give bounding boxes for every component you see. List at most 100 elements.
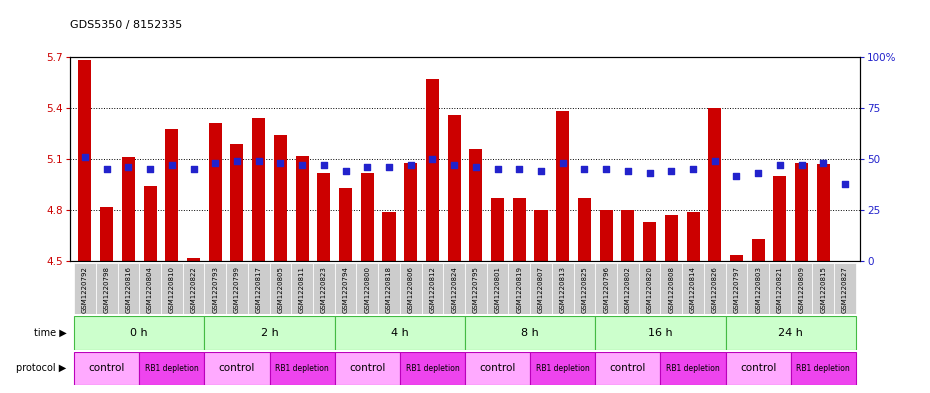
Point — [577, 166, 591, 173]
Text: GSM1220795: GSM1220795 — [472, 266, 479, 313]
Text: GSM1220824: GSM1220824 — [451, 266, 458, 312]
Bar — [339, 188, 352, 261]
Text: control: control — [88, 364, 125, 373]
Text: 4 h: 4 h — [391, 328, 408, 338]
Bar — [140, 263, 161, 314]
Bar — [639, 263, 660, 314]
Point — [642, 170, 657, 176]
Text: control: control — [479, 364, 516, 373]
Bar — [535, 210, 548, 261]
Bar — [291, 263, 313, 314]
Text: RB1 depletion: RB1 depletion — [536, 364, 590, 373]
Point — [121, 164, 136, 171]
Text: GSM1220809: GSM1220809 — [799, 266, 804, 313]
Point — [490, 166, 505, 173]
Point — [100, 166, 114, 173]
Text: GSM1220798: GSM1220798 — [103, 266, 110, 313]
Bar — [725, 316, 856, 350]
Bar — [447, 115, 460, 261]
Text: 16 h: 16 h — [648, 328, 672, 338]
Text: 24 h: 24 h — [778, 328, 804, 338]
Bar — [595, 316, 725, 350]
Bar — [465, 263, 486, 314]
Text: GSM1220811: GSM1220811 — [299, 266, 305, 313]
Bar — [400, 263, 421, 314]
Text: GSM1220815: GSM1220815 — [820, 266, 827, 313]
Text: GSM1220818: GSM1220818 — [386, 266, 392, 313]
Bar — [205, 316, 335, 350]
Bar — [574, 263, 595, 314]
Point — [316, 162, 331, 169]
Text: RB1 depletion: RB1 depletion — [796, 364, 850, 373]
Text: GSM1220825: GSM1220825 — [581, 266, 588, 312]
Text: GSM1220821: GSM1220821 — [777, 266, 783, 313]
Bar — [512, 198, 525, 261]
Bar — [426, 79, 439, 261]
Text: GSM1220810: GSM1220810 — [169, 266, 175, 313]
Bar — [556, 112, 569, 261]
Bar — [226, 263, 247, 314]
Text: GSM1220816: GSM1220816 — [126, 266, 131, 313]
Point — [794, 162, 809, 169]
Bar — [600, 210, 613, 261]
Text: GSM1220808: GSM1220808 — [669, 266, 674, 313]
Point — [555, 160, 570, 166]
Bar — [161, 263, 182, 314]
Bar — [834, 263, 856, 314]
Text: 0 h: 0 h — [130, 328, 148, 338]
Bar — [660, 263, 683, 314]
Point — [751, 170, 765, 176]
Text: GSM1220803: GSM1220803 — [755, 266, 761, 313]
Point — [708, 158, 723, 164]
Bar — [231, 144, 244, 261]
Bar — [96, 263, 117, 314]
Text: GSM1220804: GSM1220804 — [147, 266, 153, 313]
Bar — [356, 263, 379, 314]
Bar — [100, 207, 113, 261]
Text: GSM1220812: GSM1220812 — [430, 266, 435, 313]
Text: control: control — [219, 364, 255, 373]
Bar — [166, 129, 179, 261]
Bar — [182, 263, 205, 314]
Text: time ▶: time ▶ — [33, 328, 66, 338]
Point — [425, 156, 440, 162]
Bar — [813, 263, 834, 314]
Bar — [486, 263, 509, 314]
Point — [273, 160, 288, 166]
Text: GSM1220793: GSM1220793 — [212, 266, 219, 313]
Bar — [790, 352, 856, 385]
Bar — [421, 263, 444, 314]
Bar — [769, 263, 790, 314]
Bar — [405, 163, 418, 261]
Bar — [444, 263, 465, 314]
Bar — [296, 156, 309, 261]
Bar — [74, 352, 140, 385]
Text: GSM1220807: GSM1220807 — [538, 266, 544, 313]
Bar — [400, 352, 465, 385]
Text: protocol ▶: protocol ▶ — [16, 364, 66, 373]
Point — [534, 168, 549, 174]
Bar — [660, 352, 725, 385]
Text: GSM1220827: GSM1220827 — [842, 266, 848, 313]
Bar — [140, 352, 205, 385]
Text: GSM1220819: GSM1220819 — [516, 266, 523, 313]
Point — [404, 162, 418, 169]
Bar — [730, 255, 743, 261]
Text: GSM1220806: GSM1220806 — [407, 266, 414, 313]
Bar — [595, 352, 660, 385]
Point — [773, 162, 788, 169]
Bar — [551, 263, 574, 314]
Bar — [704, 263, 725, 314]
Bar — [143, 186, 156, 261]
Text: GDS5350 / 8152335: GDS5350 / 8152335 — [70, 20, 182, 29]
Text: GSM1220813: GSM1220813 — [560, 266, 565, 313]
Bar — [270, 263, 291, 314]
Bar — [817, 164, 830, 261]
Bar — [790, 263, 813, 314]
Bar — [205, 352, 270, 385]
Point — [339, 168, 353, 174]
Text: RB1 depletion: RB1 depletion — [666, 364, 720, 373]
Bar — [117, 263, 140, 314]
Point — [165, 162, 179, 169]
Bar — [578, 198, 591, 261]
